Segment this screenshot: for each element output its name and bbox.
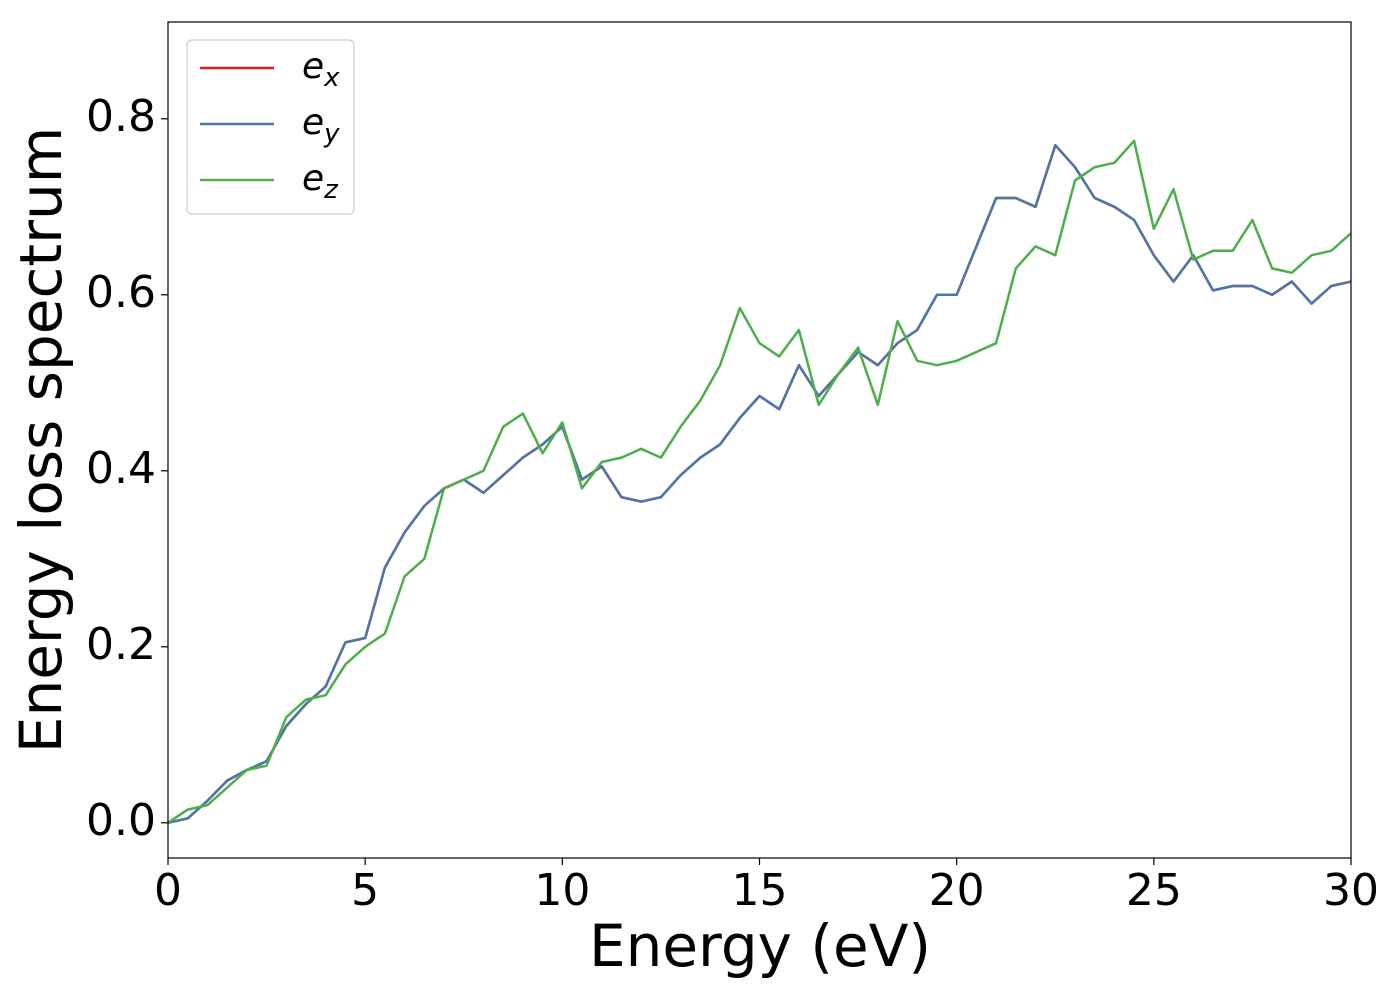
y-axis-label: Energy loss spectrum <box>7 127 75 753</box>
x-tick-label: 30 <box>1323 865 1379 916</box>
legend-name: e <box>302 102 324 143</box>
legend-subscript: z <box>323 175 339 205</box>
y-tick-label: 0.6 <box>86 267 156 318</box>
legend-label: ey <box>302 102 340 149</box>
x-tick-label: 10 <box>534 865 590 916</box>
x-tick-label: 25 <box>1126 865 1182 916</box>
legend-subscript: y <box>323 119 340 149</box>
x-tick-label: 15 <box>732 865 788 916</box>
y-tick-label: 0.2 <box>86 619 156 670</box>
y-tick-label: 0.4 <box>86 443 156 494</box>
series-line <box>168 143 1351 825</box>
legend-name: e <box>302 158 324 199</box>
y-tick-label: 0.0 <box>86 795 156 846</box>
series-line <box>168 139 1351 824</box>
legend-box <box>186 39 355 215</box>
x-tick-label: 5 <box>351 865 379 916</box>
x-tick-label: 0 <box>154 865 182 916</box>
x-tick-label: 20 <box>929 865 985 916</box>
legend-label: ez <box>302 158 339 205</box>
plot-area <box>168 139 1351 825</box>
legend-label: ex <box>302 46 340 93</box>
legend-subscript: x <box>323 63 340 93</box>
x-axis-label: Energy (eV) <box>589 912 931 980</box>
legend-name: e <box>302 46 324 87</box>
y-tick-label: 0.8 <box>86 91 156 142</box>
